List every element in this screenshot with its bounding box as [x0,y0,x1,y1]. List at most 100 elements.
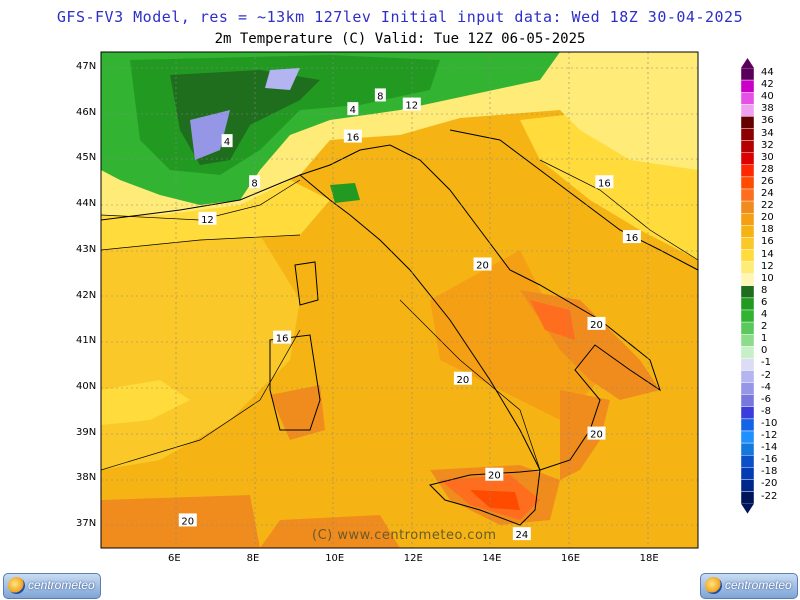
legend-bottom-arrow [741,503,754,514]
legend-swatch [740,394,755,408]
contour-label-box [587,316,606,330]
contour-20 [399,299,541,471]
contour-label: 4 [350,105,356,116]
legend-swatch [740,467,755,480]
legend-swatch [740,176,755,190]
lon-label: 8E [246,553,260,564]
field-22-calabria [560,390,610,480]
legend-label: 44 [761,67,774,78]
lat-label: 46N [76,106,97,118]
legend-label: 36 [761,115,774,127]
contour-label: 20 [457,375,470,386]
contour-label-box [374,88,386,102]
legend-label: 38 [761,103,774,115]
field-20-south [430,250,600,420]
contour-label: 12 [201,215,214,226]
lat-label: 39N [76,426,97,438]
contour-label: 16 [598,178,611,189]
legend-label: -2 [761,369,771,381]
field-22-tunisia [260,515,400,548]
legend-label: 10 [761,272,774,284]
chart-title: GFS-FV3 Model, res = ~13km 127lev Initia… [56,8,744,26]
legend-swatch [740,334,755,347]
corsica-coastline [294,261,319,306]
legend-swatch [740,152,755,165]
legend-swatch [740,67,755,81]
contour-label-box [198,211,217,225]
legend-swatch [740,128,755,141]
lat-label: 45N [76,152,97,164]
legend-label: 18 [761,224,774,236]
lon-label: 16E [561,553,581,564]
legend-swatch [740,164,755,178]
legend-label: 8 [761,284,768,296]
lat-label: 47N [76,61,97,72]
contour-labels: 4 4 8 12 8 12 16 16 16 20 20 16 20 20 20 20 24 [178,88,641,541]
field-apennine-cool [330,183,360,203]
contour-label: 20 [181,516,194,527]
contour-label-box [402,97,421,111]
legend-swatch [740,140,755,153]
contour-label: 16 [346,133,359,144]
legend-label: 30 [761,151,774,163]
legend-swatch [740,358,755,371]
contour-label-box [473,257,492,271]
lon-label: 18E [639,553,659,564]
legend-swatch [740,188,755,202]
globe-icon [705,577,722,594]
legend-label: 24 [761,188,774,199]
legend-swatch [740,442,755,456]
legend-swatch [740,237,755,250]
legend-label: 0 [761,345,768,357]
watermark: (C) www.centrometeo.com [312,528,497,543]
legend-label: 2 [761,321,768,333]
legend-label: 20 [761,212,774,224]
legend-label: 6 [761,296,768,308]
legend-swatch [740,79,755,93]
legend-label: 28 [761,163,774,175]
lat-label: 38N [76,472,97,484]
contour-label-box [453,371,472,385]
lat-label: 43N [76,243,97,255]
contour-label-box [587,426,606,440]
legend-label: -20 [761,478,778,490]
legend-label: 22 [761,200,774,212]
legend-swatch [740,297,755,311]
contour-label: 4 [224,137,230,148]
legend-label: 12 [761,260,774,272]
legend-label: 40 [761,91,774,103]
contour-label-box [622,230,641,244]
legend-swatch [740,261,755,274]
lat-label: 42N [76,289,97,301]
centrometeo-logo-left[interactable]: centrometeo [3,573,101,599]
legend-label: -22 [761,490,778,502]
legend-swatch [740,346,755,359]
field-cold-pocket-2 [265,68,300,90]
contour-16-west [101,329,301,471]
field-12-balkans [560,80,698,170]
legend-label: 42 [761,79,774,91]
legend-label: -12 [761,430,778,441]
centrometeo-logo-right[interactable]: centrometeo [700,573,798,599]
legend-label: -10 [761,417,778,429]
contour-label: 16 [626,233,639,244]
legend-swatch [740,418,755,432]
legend-label: -18 [761,466,778,478]
lon-label: 14E [482,553,502,564]
legend-swatch [740,285,755,299]
legend-label: 1 [761,333,768,345]
legend-swatch [740,370,755,383]
contour-12 [101,179,301,221]
contour-label-box [273,330,292,344]
lat-label: 44N [76,198,97,210]
lon-label: 12E [403,553,423,564]
contour-label-box [347,102,359,116]
legend-swatch [740,200,755,214]
legend-label: -6 [761,393,771,405]
legend-swatch [740,455,755,468]
lat-label: 37N [76,518,97,529]
italy-coastline [298,144,661,471]
contour-label: 8 [377,91,383,102]
color-legend [740,58,755,514]
